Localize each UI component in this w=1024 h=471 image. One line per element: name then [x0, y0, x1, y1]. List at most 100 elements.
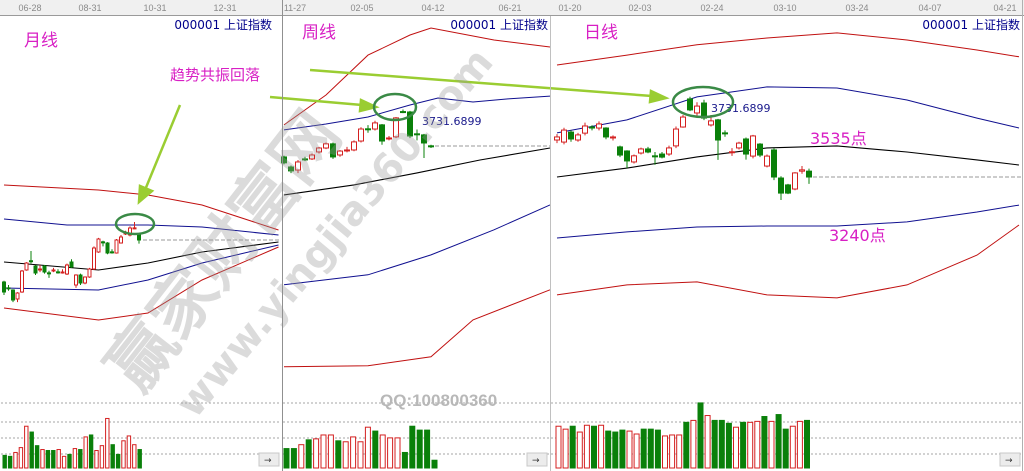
- volume-bar: [733, 426, 739, 469]
- volume-bar: [555, 425, 562, 469]
- candle-body: [596, 123, 602, 129]
- candle: [764, 154, 770, 168]
- candle-body: [316, 147, 322, 153]
- candle-body: [20, 270, 24, 293]
- volume-bar: [612, 431, 619, 469]
- volume-bar: [711, 419, 718, 469]
- volume-bar: [83, 436, 88, 469]
- volume-bar: [598, 424, 605, 469]
- candle-body: [11, 289, 15, 301]
- volume-bar: [409, 425, 416, 469]
- band-lower-outer: [283, 289, 551, 368]
- candle-body: [38, 268, 42, 271]
- candle: [51, 267, 56, 273]
- candle: [610, 135, 616, 141]
- candle: [87, 267, 92, 278]
- candle: [379, 124, 385, 145]
- candle-body: [729, 151, 735, 154]
- daily-header: 000001 上证指数: [922, 17, 1020, 32]
- candle: [589, 125, 595, 131]
- resonance-annotation: 趋势共振回落: [170, 66, 260, 84]
- volume-bar: [626, 430, 633, 469]
- candle-body: [645, 148, 651, 153]
- candle: [83, 276, 87, 285]
- candle: [288, 165, 294, 174]
- volume-bar: [569, 425, 576, 469]
- candle-body: [652, 155, 658, 158]
- candle-body: [128, 227, 132, 236]
- daily-panel: [551, 32, 1021, 469]
- band-middle: [283, 147, 551, 196]
- weekly-label: 周线: [302, 23, 336, 43]
- monthly-label: 月线: [24, 31, 58, 51]
- candle-body: [785, 184, 791, 194]
- volume-bar: [416, 429, 423, 469]
- x-tick-label: 02-03: [628, 3, 651, 13]
- candle: [119, 235, 123, 244]
- volume-bar: [761, 416, 768, 469]
- x-tick-label: 02-24: [700, 3, 723, 13]
- candle: [778, 176, 784, 200]
- monthly-scroll-right-button[interactable]: →: [258, 452, 280, 467]
- candle-body: [715, 119, 721, 141]
- candle-body: [51, 269, 56, 272]
- weekly-scroll-right-button[interactable]: →: [526, 452, 548, 467]
- volume-bar: [72, 448, 78, 469]
- volume-bar: [7, 455, 13, 469]
- candle: [400, 109, 406, 114]
- candle-body: [302, 158, 308, 161]
- candle-body: [757, 143, 763, 156]
- volume-bar: [640, 428, 647, 469]
- volume-bar: [387, 437, 394, 469]
- x-tick-label: 03-24: [845, 3, 868, 13]
- x-tick-label: 10-31: [143, 3, 166, 13]
- volume-bar: [754, 420, 761, 469]
- volume-bar: [605, 430, 612, 469]
- x-tick-label: 06-21: [498, 3, 521, 13]
- candle-body: [2, 281, 6, 293]
- volume-bar: [747, 421, 754, 469]
- volume-bar: [725, 422, 732, 469]
- candle-body: [407, 111, 413, 137]
- volume-bar: [283, 448, 290, 469]
- candle-body: [92, 247, 96, 270]
- candle-body: [74, 274, 78, 286]
- volume-bar: [56, 449, 61, 469]
- candle: [568, 130, 574, 142]
- candle: [386, 136, 392, 141]
- candle-body: [393, 117, 399, 138]
- candle-body: [694, 105, 700, 114]
- candle-body: [673, 128, 679, 147]
- daily-scroll-right-button[interactable]: →: [999, 452, 1021, 467]
- x-tick-label: 04-07: [918, 3, 941, 13]
- candle: [56, 269, 60, 274]
- volume-bar: [654, 429, 661, 469]
- candle: [20, 270, 24, 293]
- volume-bar: [768, 420, 775, 469]
- candle-body: [281, 156, 287, 164]
- candle-body: [582, 125, 588, 134]
- candle-body: [568, 131, 574, 140]
- candle-body: [295, 161, 301, 171]
- x-tick-label: 08-31: [78, 3, 101, 13]
- candle-body: [83, 276, 87, 284]
- candle: [42, 265, 47, 274]
- candle-body: [101, 241, 105, 244]
- candle: [11, 289, 15, 303]
- volume-bar: [132, 444, 137, 469]
- volume-bar: [18, 447, 24, 469]
- volume-bar: [61, 455, 67, 469]
- arrow-monthly-head: [137, 184, 155, 205]
- candle: [596, 121, 602, 131]
- candle-body: [114, 239, 119, 254]
- volume-bar: [320, 434, 327, 469]
- candle-body: [323, 143, 329, 149]
- weekly-header: 000001 上证指数: [450, 17, 548, 32]
- volume-bar: [583, 424, 590, 469]
- candle-body: [400, 111, 406, 114]
- candle-body: [24, 262, 29, 271]
- right-arrow-icon: →: [532, 456, 540, 466]
- candle-body: [638, 148, 644, 154]
- candle: [575, 132, 581, 142]
- volume-bar: [13, 451, 18, 469]
